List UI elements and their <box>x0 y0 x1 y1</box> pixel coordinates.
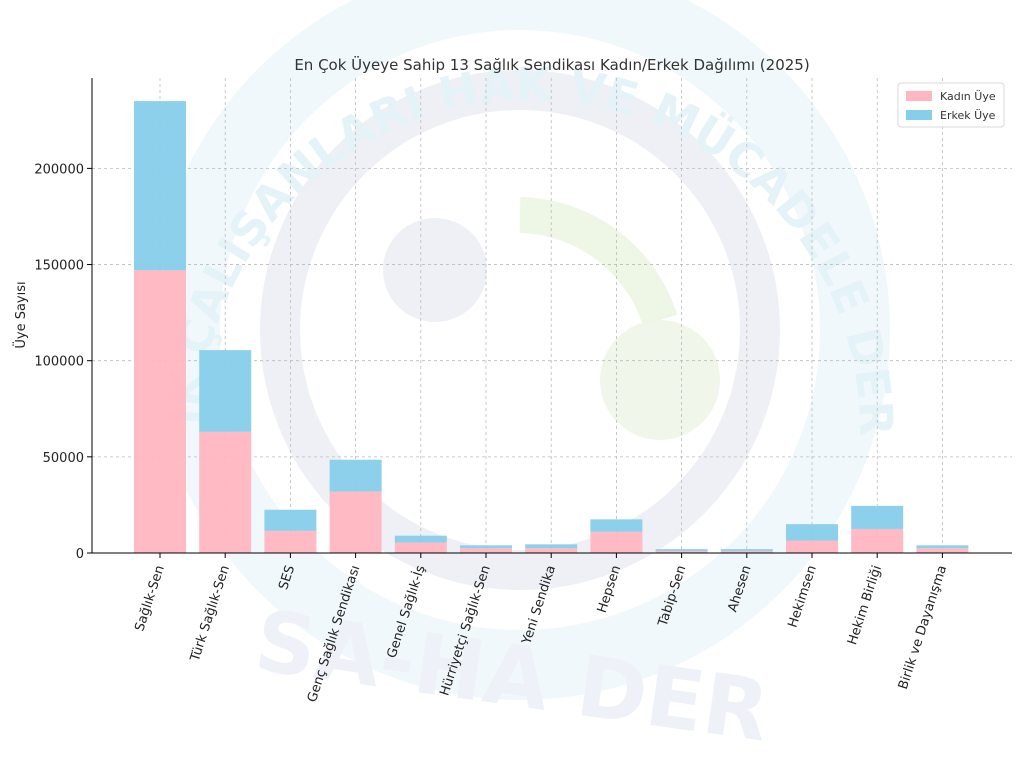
bar-erkek <box>525 544 578 549</box>
y-tick-label: 150000 <box>34 259 84 274</box>
bar-kadin <box>916 548 969 553</box>
bar-erkek <box>199 350 252 432</box>
y-tick-label: 50000 <box>43 451 84 466</box>
chart-title: En Çok Üyeye Sahip 13 Sağlık Sendikası K… <box>294 55 809 74</box>
bar-kadin <box>329 491 382 553</box>
bar-erkek <box>394 535 447 543</box>
bar-erkek <box>655 549 708 552</box>
bar-erkek <box>460 545 512 549</box>
bar-erkek <box>264 509 317 531</box>
bar-kadin <box>720 551 773 553</box>
bar-erkek <box>720 549 773 552</box>
x-tick-label: SES <box>276 564 298 592</box>
bar-kadin <box>134 270 186 553</box>
bar-kadin <box>786 540 838 553</box>
bar-kadin <box>264 530 317 553</box>
legend-label-erkek: Erkek Üye <box>940 109 996 122</box>
y-axis-label: Üye Sayısı <box>12 281 29 348</box>
grid <box>92 78 1012 553</box>
bar-erkek <box>786 524 838 541</box>
bar-erkek <box>916 545 969 549</box>
legend: Kadın Üye Erkek Üye <box>897 82 1005 128</box>
bar-erkek <box>134 101 186 271</box>
legend-swatch-kadin <box>906 91 932 101</box>
x-tick-label: Sağlık-Sen <box>132 564 167 634</box>
bar-kadin <box>655 551 708 553</box>
bar-kadin <box>394 542 447 553</box>
y-tick-label: 100000 <box>34 355 84 370</box>
x-tick-label: Hekim Birliği <box>845 564 885 647</box>
y-tick-label: 200000 <box>34 162 84 177</box>
bar-kadin <box>590 531 643 553</box>
bar-kadin <box>525 548 578 553</box>
bar-kadin <box>460 548 512 553</box>
y-ticks: 0 50000 100000 150000 200000 <box>34 162 92 562</box>
bar-kadin <box>199 431 252 553</box>
x-tick-label: Birlik ve Dayanışma <box>896 564 950 692</box>
bar-erkek <box>590 519 643 532</box>
bar-erkek <box>851 505 904 529</box>
y-tick-label: 0 <box>76 547 84 562</box>
bar-erkek <box>329 459 382 492</box>
legend-swatch-erkek <box>906 110 932 120</box>
x-tick-label: Türk Sağlık-Sen <box>188 564 233 665</box>
bars <box>134 101 969 553</box>
legend-label-kadin: Kadın Üye <box>940 90 996 103</box>
bar-kadin <box>851 528 904 553</box>
